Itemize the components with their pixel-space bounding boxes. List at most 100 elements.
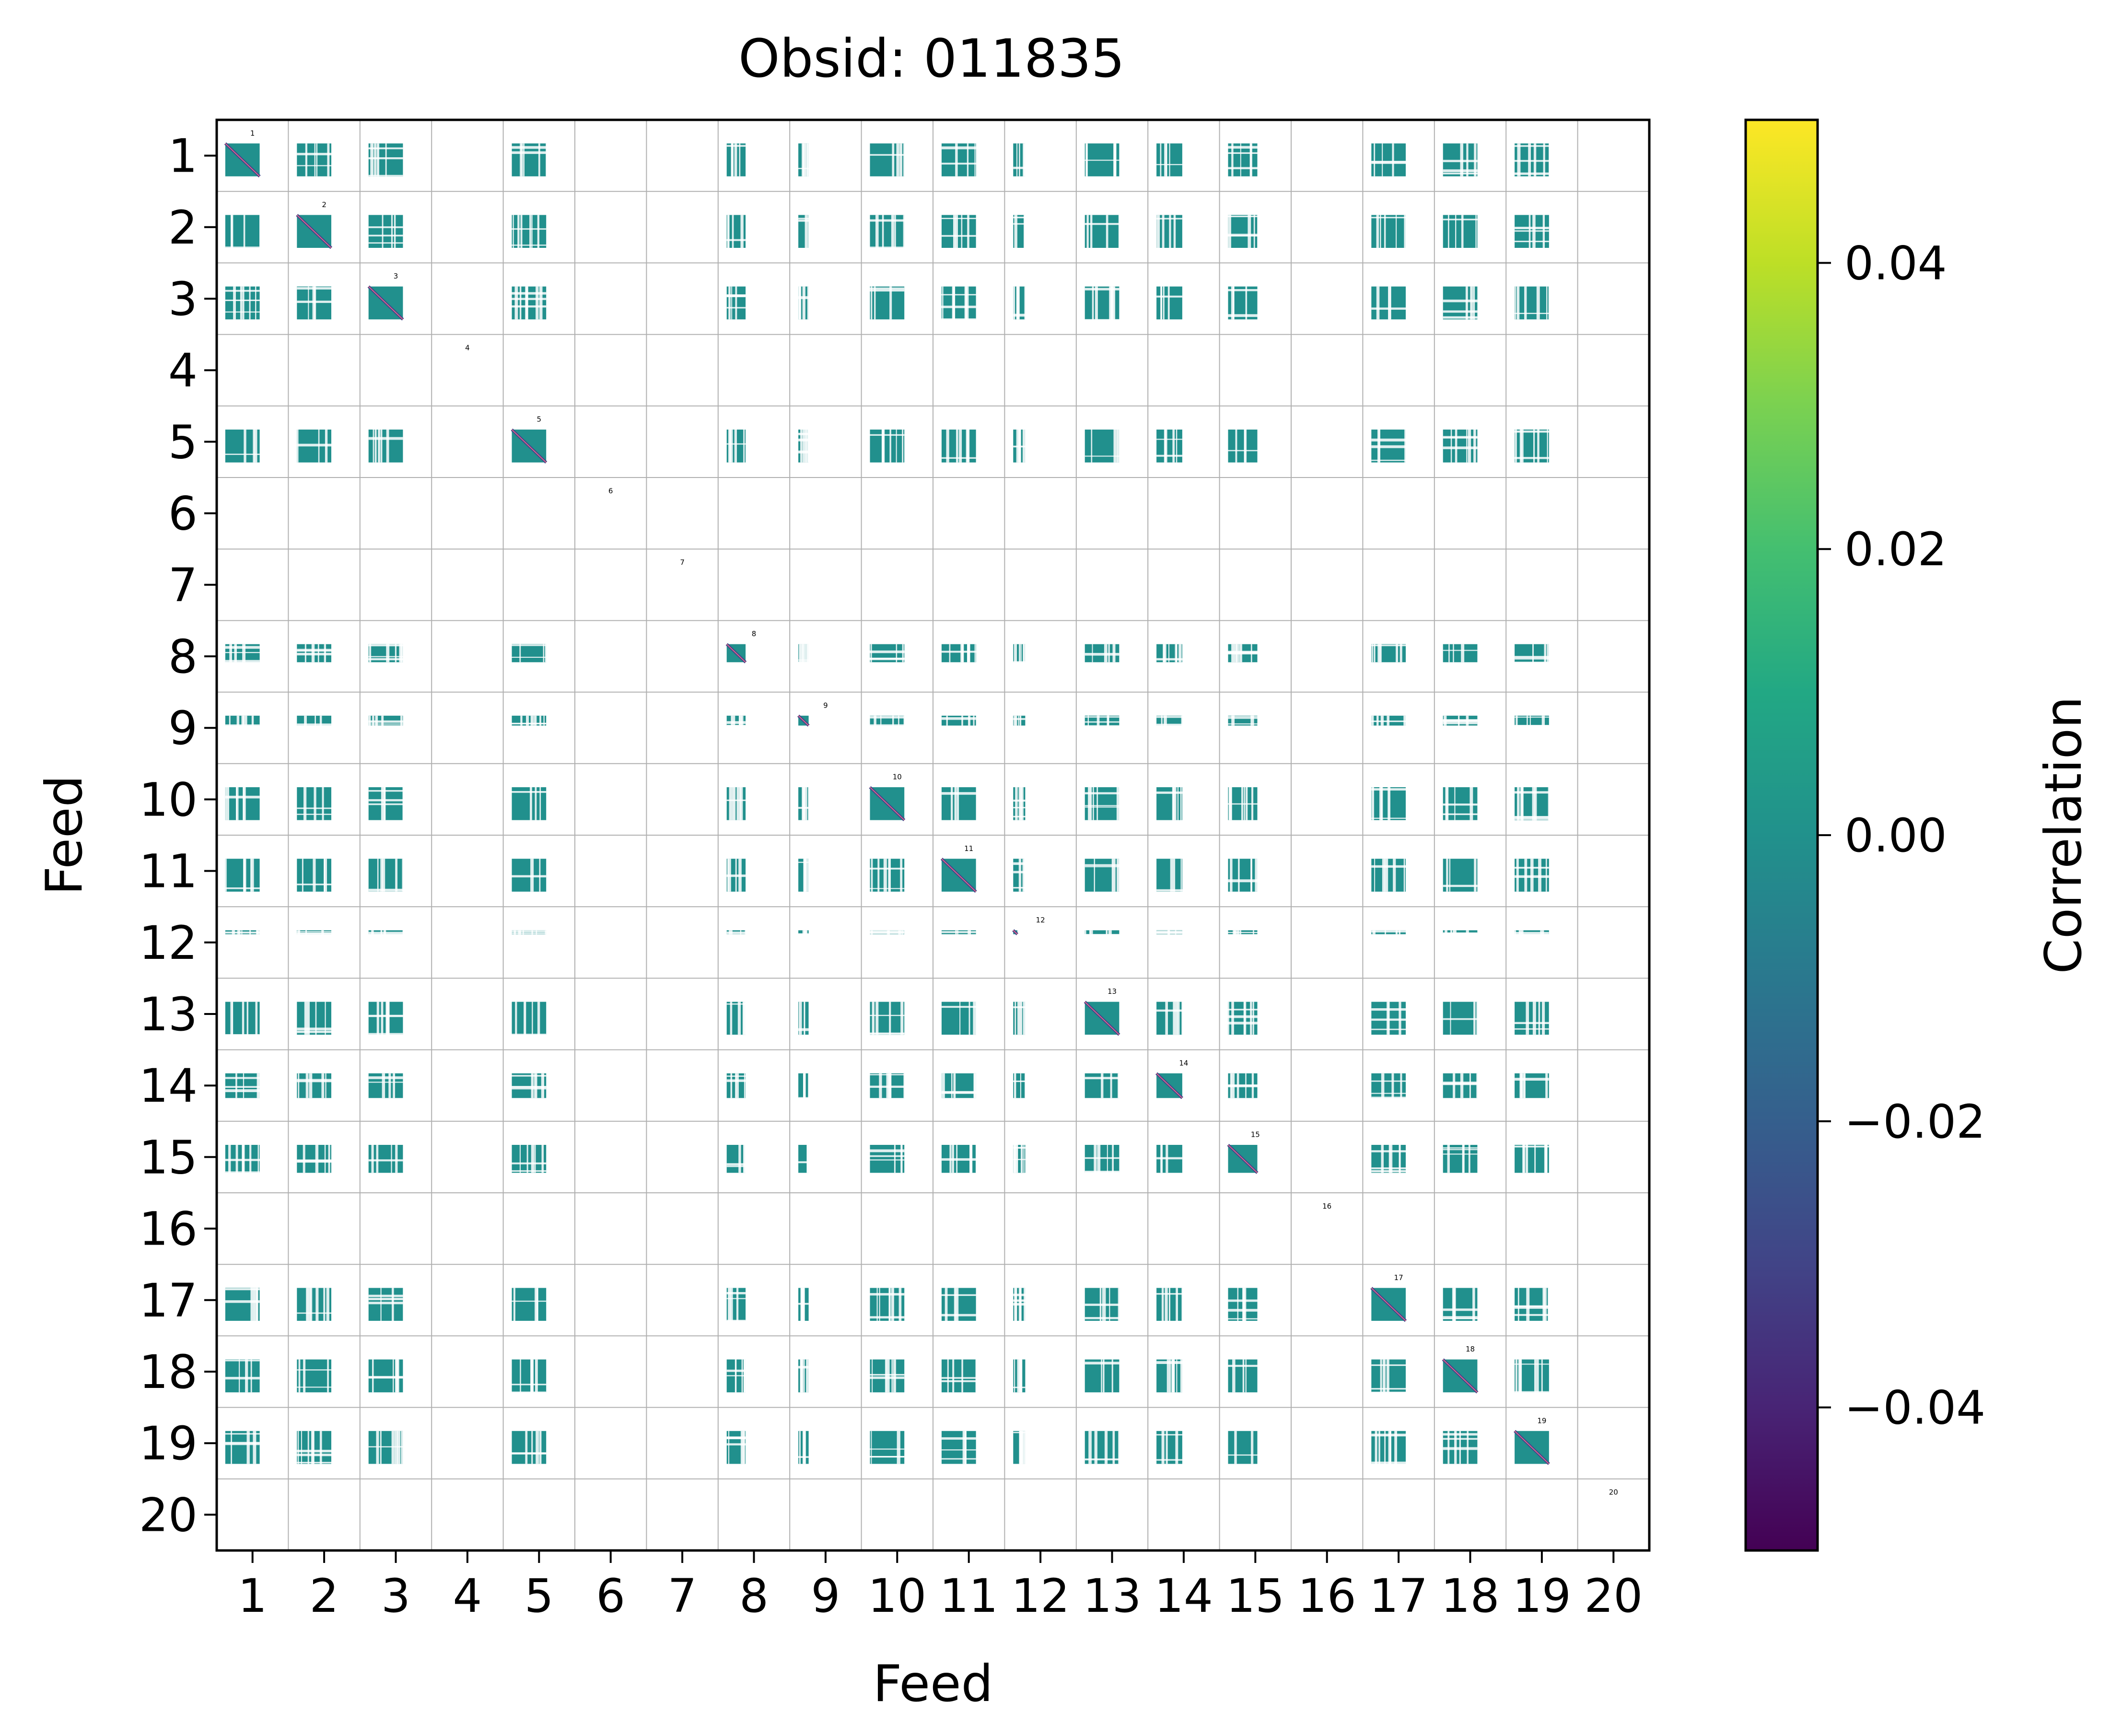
corr-block-10-8	[726, 787, 746, 820]
corr-block-17-8	[726, 1288, 746, 1321]
x-tick-label-18: 18	[1441, 1569, 1499, 1623]
corr-block-9-8	[726, 715, 746, 727]
y-tick-label-20: 20	[139, 1488, 198, 1542]
corr-block-1-19	[1515, 143, 1551, 176]
corr-block-15-12	[1013, 1145, 1026, 1173]
y-tick-label-16: 16	[139, 1202, 198, 1256]
corr-block-9-19	[1515, 715, 1549, 727]
corr-block-15-3	[368, 1145, 403, 1173]
x-tick-label-5: 5	[525, 1569, 554, 1623]
corr-block-10-11	[941, 787, 976, 820]
corr-block-3-13	[1085, 286, 1120, 321]
corr-block-8-15	[1228, 644, 1258, 663]
corr-block-17-12	[1013, 1288, 1026, 1321]
corr-block-5-14	[1156, 430, 1182, 463]
corr-block-10-9	[798, 787, 810, 820]
x-tick-label-15: 15	[1226, 1569, 1284, 1623]
corr-block-3-14	[1156, 286, 1182, 320]
corr-block-12-2	[297, 930, 331, 935]
corr-block-8-12	[1013, 644, 1026, 663]
corr-block-9-18	[1443, 715, 1478, 726]
corr-block-1-12	[1013, 143, 1026, 176]
y-tick-label-13: 13	[139, 988, 198, 1041]
x-tick-label-11: 11	[940, 1569, 998, 1623]
corr-block-1-5	[512, 143, 548, 176]
x-tick-label-7: 7	[668, 1569, 697, 1623]
corr-block-9-5	[512, 715, 547, 726]
corr-block-15-18	[1443, 1145, 1478, 1173]
corr-block-14-2	[297, 1073, 331, 1098]
corr-block-12-5	[512, 930, 548, 934]
x-tick-label-1: 1	[238, 1569, 267, 1623]
diag-block-2	[296, 214, 333, 249]
corr-block-10-1	[225, 787, 260, 820]
corr-block-2-19	[1515, 215, 1549, 248]
y-tick-label-18: 18	[139, 1345, 198, 1399]
corr-block-15-2	[297, 1145, 331, 1173]
colorbar-tick-label-3: 0.02	[1844, 523, 1947, 576]
corr-block-13-18	[1443, 1002, 1479, 1035]
corr-block-11-8	[726, 859, 746, 892]
corr-block-18-5	[512, 1359, 547, 1395]
corr-block-5-9	[798, 430, 809, 463]
corr-block-3-12	[1013, 286, 1028, 320]
corr-block-11-13	[1085, 859, 1120, 892]
corr-block-11-10	[870, 859, 905, 892]
corr-block-13-14	[1156, 1002, 1183, 1035]
corr-block-17-15	[1228, 1288, 1258, 1321]
corr-block-9-3	[368, 715, 403, 728]
corr-block-3-8	[726, 286, 746, 320]
corr-block-19-14	[1156, 1431, 1182, 1464]
corr-block-19-11	[941, 1431, 976, 1464]
diag-block-10	[869, 786, 906, 821]
corr-block-11-17	[1371, 859, 1406, 892]
corr-block-3-2	[297, 286, 331, 320]
corr-block-12-19	[1515, 930, 1549, 935]
chart-title: Obsid: 011835	[738, 28, 1125, 89]
corr-block-17-3	[368, 1288, 405, 1321]
corr-block-19-15	[1228, 1431, 1258, 1464]
corr-block-8-2	[297, 644, 331, 663]
corr-block-3-15	[1228, 286, 1258, 320]
corr-block-18-1	[225, 1359, 260, 1393]
corr-block-2-17	[1371, 215, 1407, 248]
corr-block-17-13	[1085, 1288, 1121, 1321]
corr-block-8-13	[1085, 644, 1120, 663]
y-tick-label-17: 17	[139, 1274, 198, 1328]
y-axis-label: Feed	[35, 775, 93, 896]
corr-block-12-1	[225, 930, 260, 934]
y-tick-label-3: 3	[168, 272, 198, 326]
corr-block-2-3	[368, 215, 403, 248]
y-tick-label-1: 1	[168, 129, 198, 183]
corr-block-14-5	[512, 1073, 547, 1098]
corr-block-11-19	[1515, 859, 1549, 892]
corr-block-11-2	[297, 859, 331, 892]
diag-label-4: 4	[465, 343, 470, 352]
diag-label-15: 15	[1251, 1130, 1260, 1139]
diag-label-5: 5	[537, 415, 542, 424]
diag-block-12	[1012, 929, 1018, 935]
colorbar-tick-label-4: 0.04	[1844, 236, 1947, 290]
corr-block-17-11	[941, 1288, 976, 1321]
diag-label-10: 10	[893, 773, 902, 781]
corr-block-15-5	[512, 1145, 547, 1173]
corr-block-13-8	[726, 1002, 748, 1035]
y-tick-label-5: 5	[168, 415, 198, 469]
corr-block-5-1	[225, 430, 260, 463]
corr-block-8-11	[941, 644, 976, 663]
corr-block-14-3	[368, 1073, 403, 1098]
diag-label-18: 18	[1466, 1345, 1475, 1353]
corr-block-17-14	[1156, 1288, 1185, 1321]
corr-block-5-11	[941, 430, 976, 463]
corr-block-2-1	[225, 215, 262, 249]
corr-block-12-11	[941, 930, 976, 934]
corr-block-3-17	[1371, 286, 1406, 320]
corr-block-8-9	[798, 644, 810, 664]
corr-block-3-19	[1515, 286, 1550, 320]
diagonal-blocks	[224, 142, 1550, 1465]
diag-block-17	[1370, 1287, 1407, 1322]
corr-block-2-11	[941, 215, 976, 248]
corr-block-13-5	[512, 1002, 547, 1036]
corr-block-14-13	[1085, 1073, 1122, 1098]
colorbar-tick-label-1: −0.02	[1844, 1095, 1985, 1149]
